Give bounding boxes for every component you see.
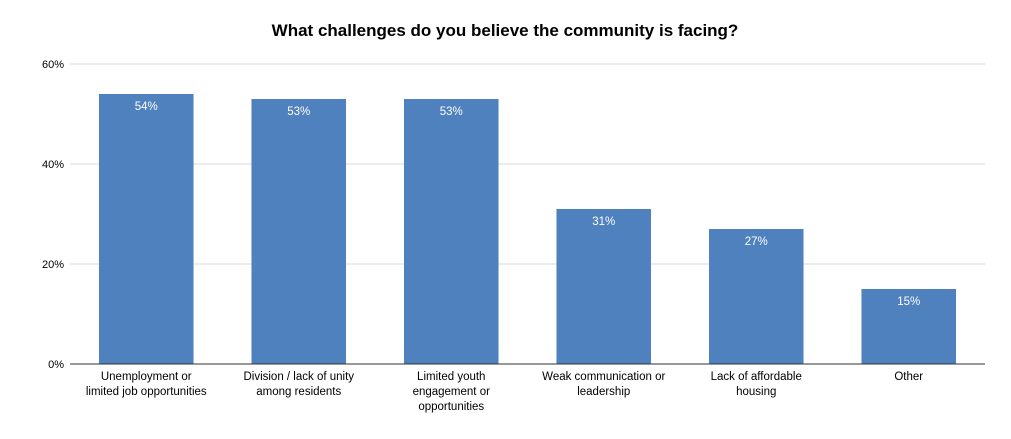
y-axis-ticks: 0% 20% 40% 60% [42,59,64,371]
gridlines [70,63,985,265]
bar [98,94,194,364]
data-labels: 54% 53% 53% 31% 27% 15% [135,101,921,308]
bar [708,229,804,364]
bar [556,209,652,364]
data-label: 54% [135,101,158,113]
y-tick-label: 20% [42,259,64,271]
data-label: 53% [440,106,463,118]
x-tick-label: Limited youth engagement or opportunities [413,371,491,413]
data-label: 27% [745,236,768,248]
y-tick-label: 60% [42,59,64,71]
x-tick-label: Division / lack of unity among residents [243,371,354,398]
x-tick-label: Weak communication or leadership [542,371,665,398]
bar [251,99,347,364]
bar [861,289,957,364]
data-label: 53% [287,106,310,118]
chart-title: What challenges do you believe the commu… [272,21,739,40]
y-tick-label: 40% [42,159,64,171]
x-tick-label: Other [894,371,923,383]
x-tick-label: Lack of affordable housing [711,371,802,398]
data-label: 15% [897,296,920,308]
data-label: 31% [592,216,615,228]
bars [98,94,957,364]
bar [403,99,499,364]
x-axis-categories: Unemployment or limited job opportunities… [86,371,923,413]
y-tick-label: 0% [48,359,64,371]
x-tick-label: Unemployment or limited job opportunities [86,371,207,398]
